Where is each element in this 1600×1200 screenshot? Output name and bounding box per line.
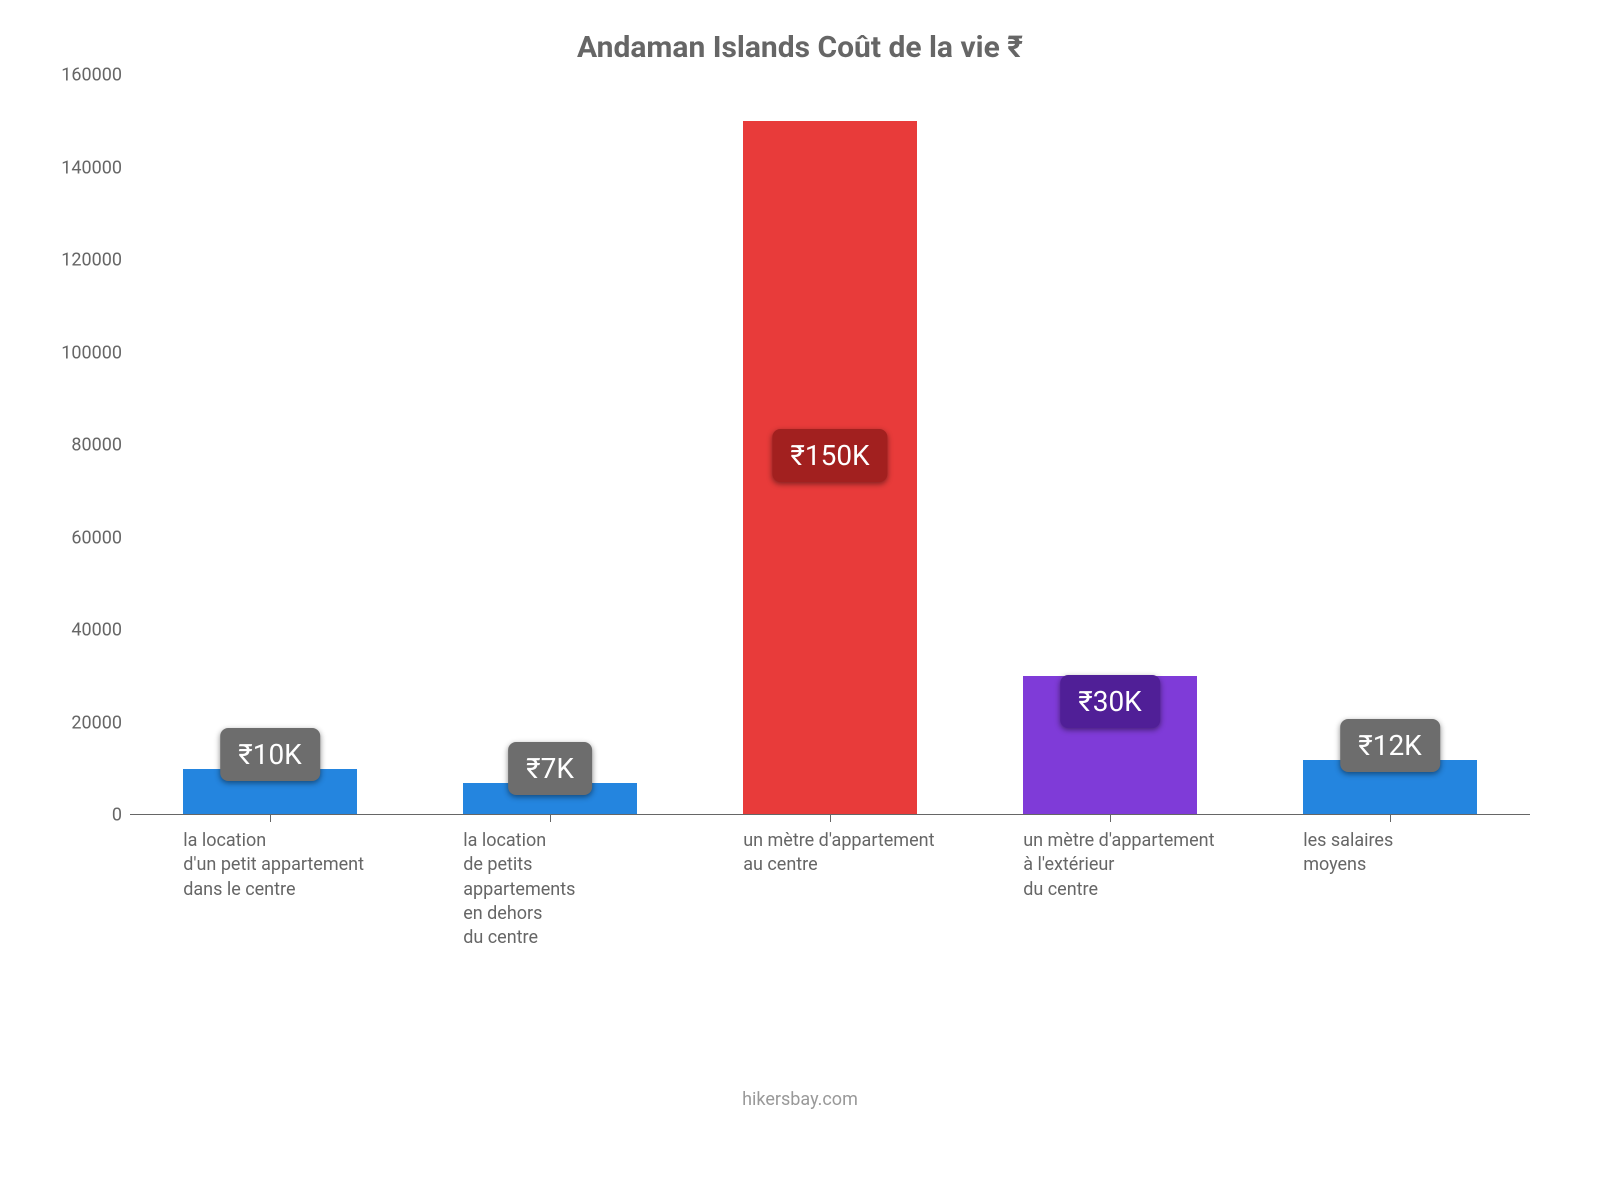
x-tick-mark [270,815,271,822]
y-axis-tick: 140000 [40,157,122,178]
bar-avg_salary [1303,760,1477,816]
y-axis-tick: 0 [40,805,122,826]
x-tick-mark [1390,815,1391,822]
y-axis-tick: 20000 [40,712,122,733]
x-tick-mark [550,815,551,822]
y-axis-tick: 160000 [40,65,122,86]
plot-area: 0200004000060000800001000001200001400001… [130,75,1530,815]
bar-sqm_outside [1023,676,1197,815]
chart-container: Andaman Islands Coût de la vie ₹ 0200004… [0,0,1600,1200]
bar-rent_small_center [183,769,357,815]
bars-layer: ₹10K₹7K₹150K₹30K₹12K [130,75,1530,815]
chart-title: Andaman Islands Coût de la vie ₹ [40,30,1560,65]
x-axis-labels: la locationd'un petit appartementdans le… [130,829,1530,1059]
x-axis-label-rent_small_center: la locationd'un petit appartementdans le… [183,829,397,902]
x-axis-label-avg_salary: les salairesmoyens [1303,829,1517,878]
bar-rent_small_outside [463,783,637,815]
x-axis-label-sqm_center: un mètre d'appartementau centre [743,829,957,878]
x-axis-label-rent_small_outside: la locationde petitsappartementsen dehor… [463,829,677,950]
x-tick-mark [830,815,831,822]
x-axis-label-sqm_outside: un mètre d'appartementà l'extérieurdu ce… [1023,829,1237,902]
y-axis-tick: 80000 [40,435,122,456]
chart-footer: hikersbay.com [40,1089,1560,1110]
x-tick-mark [1110,815,1111,822]
y-axis-tick: 60000 [40,527,122,548]
y-axis: 0200004000060000800001000001200001400001… [40,75,130,815]
y-axis-tick: 40000 [40,620,122,641]
bar-sqm_center [743,121,917,815]
y-axis-tick: 100000 [40,342,122,363]
y-axis-tick: 120000 [40,250,122,271]
